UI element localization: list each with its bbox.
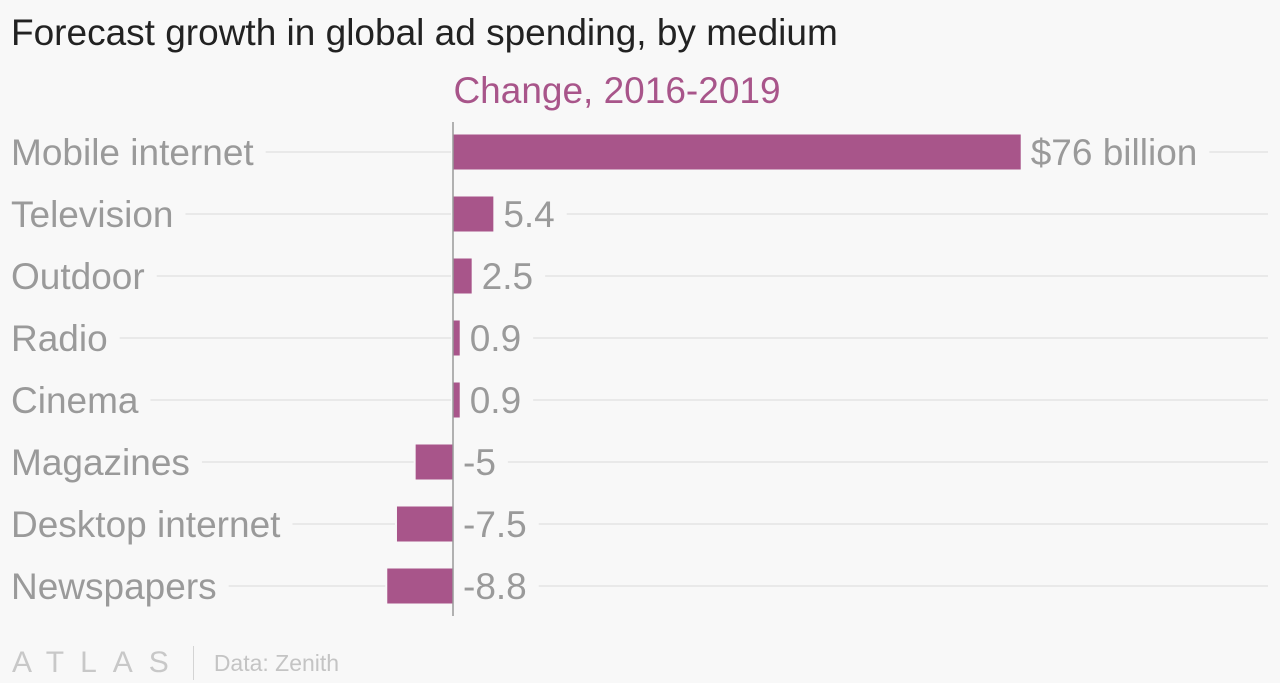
- bar: [453, 382, 460, 418]
- bar: [453, 258, 472, 294]
- value-label: -7.5: [463, 504, 527, 545]
- bar: [453, 320, 460, 356]
- bar: [387, 568, 453, 604]
- category-label: Desktop internet: [11, 504, 281, 545]
- chart-subtitle: Change, 2016-2019: [453, 70, 780, 111]
- value-label: $76 billion: [1031, 132, 1198, 173]
- atlas-logo: ATLAS: [12, 646, 185, 679]
- footer-divider: [192, 646, 194, 680]
- source-note: Data: Zenith: [213, 649, 340, 676]
- category-label: Newspapers: [11, 566, 217, 607]
- category-label: Cinema: [11, 380, 139, 421]
- category-label: Mobile internet: [11, 132, 254, 173]
- value-label: -8.8: [463, 566, 527, 607]
- bar: [415, 444, 453, 480]
- value-label: 0.9: [470, 318, 521, 359]
- value-label: 2.5: [482, 256, 533, 297]
- chart-title: Forecast growth in global ad spending, b…: [11, 12, 838, 53]
- bar: [453, 196, 494, 232]
- value-label: 5.4: [503, 194, 554, 235]
- value-label: 0.9: [470, 380, 521, 421]
- footer: ATLAS Data: Zenith: [12, 643, 339, 683]
- bar: [396, 506, 453, 542]
- bar: [453, 134, 1021, 170]
- category-label: Television: [11, 194, 173, 235]
- value-label: -5: [463, 442, 496, 483]
- bar-chart: Change, 2016-2019 Mobile internet $76 bill…: [11, 70, 1268, 616]
- category-label: Radio: [11, 318, 108, 359]
- category-label: Outdoor: [11, 256, 145, 297]
- category-label: Magazines: [11, 442, 190, 483]
